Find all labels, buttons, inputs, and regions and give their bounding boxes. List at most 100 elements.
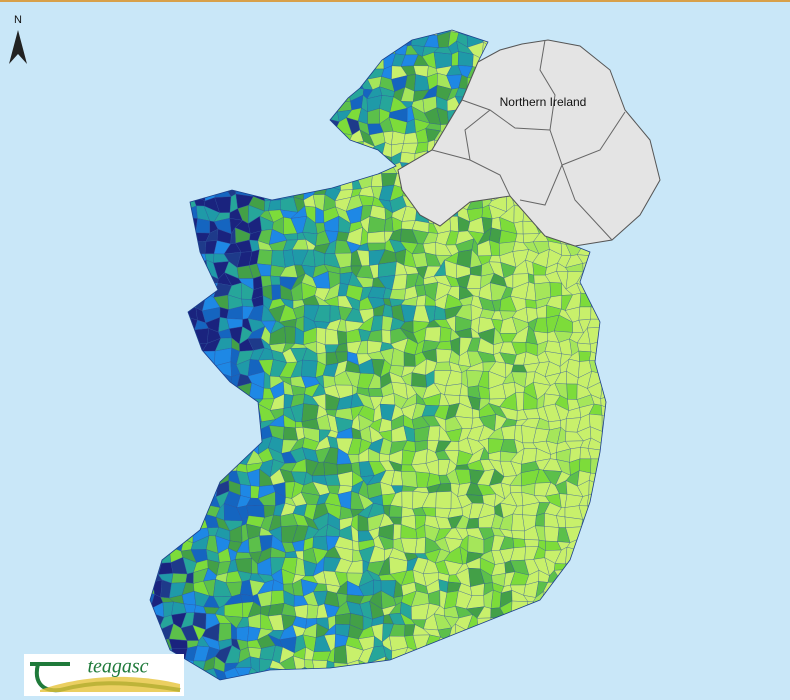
land-parcel [614,425,627,443]
land-parcel [224,667,243,680]
land-parcel [303,50,315,71]
logo-text: teagasc [87,656,148,678]
land-parcel [624,41,636,58]
land-parcel [599,360,606,375]
land-parcel [162,130,173,142]
land-parcel [190,394,208,411]
land-parcel [293,98,308,108]
land-parcel [185,483,199,499]
land-parcel [235,552,252,560]
land-parcel [272,63,284,80]
land-parcel [278,106,294,119]
land-parcel [279,63,298,74]
land-parcel [150,282,151,301]
land-parcel [197,693,209,700]
land-parcel [180,174,199,190]
land-parcel [191,451,205,464]
land-parcel [206,470,219,487]
land-parcel [201,484,219,497]
land-parcel [314,73,329,91]
land-parcel [424,680,439,692]
land-parcel [160,392,177,410]
land-parcel [290,154,307,162]
land-parcel [301,359,318,378]
land-parcel [201,141,217,155]
land-parcel [260,106,274,125]
land-parcel [271,131,285,142]
land-parcel [281,682,297,696]
land-parcel [245,31,265,44]
land-parcel [623,613,638,629]
land-parcel [261,131,275,147]
land-parcel [380,31,394,46]
land-parcel [240,437,255,451]
land-parcel [301,105,316,122]
land-parcel [150,507,166,517]
land-parcel [291,118,303,132]
land-parcel [163,406,177,421]
land-parcel [479,30,494,33]
land-parcel [168,97,188,113]
land-parcel [150,317,165,332]
land-parcel [317,693,330,700]
land-parcel [150,51,163,68]
land-parcel [579,606,593,620]
land-parcel [466,30,483,37]
land-parcel [205,695,215,700]
land-parcel [219,97,230,113]
land-parcel [545,690,561,700]
land-parcel [614,266,626,278]
land-parcel [614,285,628,297]
land-parcel [579,591,596,608]
land-parcel [592,538,606,552]
logo-field [40,676,180,692]
land-parcel [150,260,162,279]
land-parcel [588,657,602,673]
land-parcel [358,693,372,700]
land-parcel [257,140,275,152]
land-parcel [524,539,540,548]
land-parcel [173,449,188,462]
land-parcel [598,672,606,680]
land-parcel [589,615,605,629]
land-parcel [183,95,198,113]
land-parcel [372,30,383,35]
land-parcel [612,673,625,686]
land-parcel [634,625,647,642]
land-parcel [306,604,319,619]
land-parcel [600,646,606,664]
land-parcel [333,678,350,680]
land-parcel [477,668,495,680]
land-parcel [324,673,335,680]
land-parcel [611,405,623,419]
land-parcel [150,96,155,112]
land-parcel [467,668,484,680]
land-parcel [339,30,352,37]
land-parcel [182,359,195,378]
land-parcel [544,603,562,620]
land-parcel [571,692,581,700]
land-parcel [258,690,272,700]
land-parcel [339,30,352,49]
land-parcel [150,271,162,289]
land-parcel [151,629,161,641]
land-parcel [510,647,527,658]
land-parcel [633,251,644,262]
land-parcel [202,132,218,147]
land-parcel [631,320,649,333]
land-parcel [311,100,331,111]
land-parcel [185,162,198,176]
land-parcel [159,54,176,68]
land-parcel [317,139,329,157]
land-parcel [636,300,649,309]
land-parcel [371,51,385,70]
land-parcel [611,35,624,46]
land-parcel [213,460,230,475]
land-parcel [545,678,562,680]
land-parcel [303,667,316,680]
land-parcel [609,526,622,542]
land-parcel [588,645,606,662]
land-parcel [427,30,438,36]
land-parcel [635,353,647,366]
land-parcel [633,33,648,43]
